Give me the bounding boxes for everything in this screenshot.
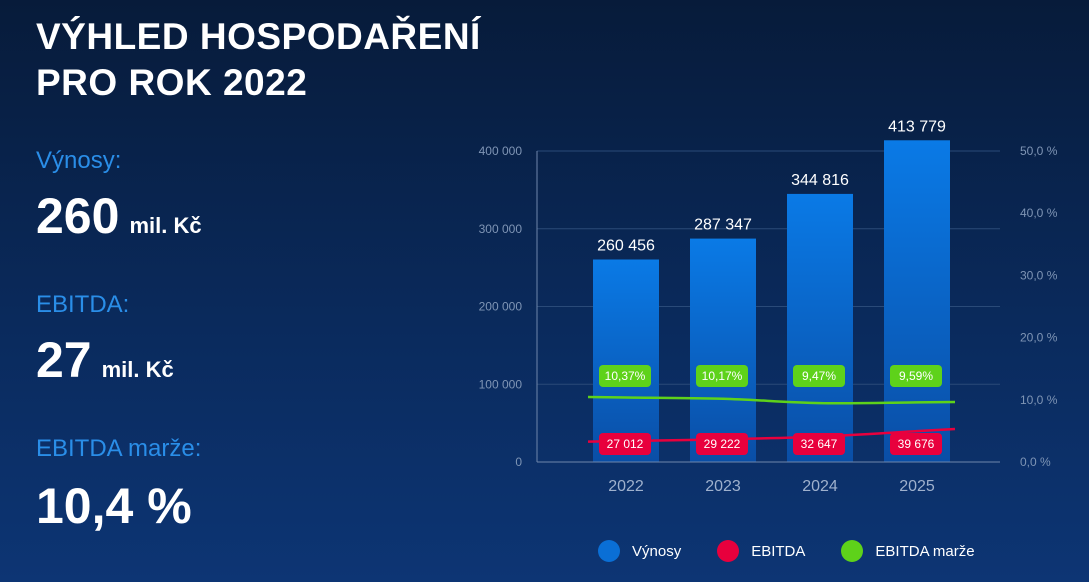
bar	[884, 140, 950, 462]
margin-value-label: 9,59%	[899, 369, 933, 383]
title-line-1: VÝHLED HOSPODAŘENÍ	[36, 16, 481, 57]
revenue-ebitda-chart: 260 456 287 347 344 816 413 779 10,37% 10,17%…	[479, 120, 1058, 495]
margin-line	[587, 395, 956, 405]
margin-value-label: 10,17%	[702, 369, 743, 383]
y-right-tick-label: 40,0 %	[1020, 206, 1058, 220]
ebitda-value-label: 39 676	[898, 437, 935, 451]
revenue-number: 260	[36, 188, 120, 244]
margin-value: 10,4 %	[36, 478, 192, 534]
margin-value-pill	[793, 365, 845, 387]
legend-ebitda-swatch	[717, 540, 740, 562]
legend-revenue-swatch	[598, 540, 620, 562]
x-tick-label: 2023	[705, 478, 741, 495]
margin-value-pill	[599, 365, 651, 387]
ebitda-label: EBITDA:	[36, 291, 130, 318]
ebitda-value: 27 mil. Kč	[36, 332, 174, 398]
title-line-2: PRO ROK 2022	[36, 62, 308, 103]
y-left-tick-label: 100 000	[479, 377, 523, 391]
y-left-tick-label: 400 000	[479, 144, 523, 158]
bar-value-label: 287 347	[694, 217, 752, 234]
revenue-value: 260 mil. Kč	[36, 188, 202, 254]
ebitda-value-label: 32 647	[801, 437, 838, 451]
margin-value-pill	[890, 365, 942, 387]
ebitda-value-pill	[696, 433, 748, 455]
legend-revenue-label: Výnosy	[632, 542, 682, 560]
x-tick-label: 2025	[899, 478, 935, 495]
x-tick-label: 2024	[802, 478, 838, 495]
bar	[787, 193, 853, 462]
bar-value-label: 344 816	[791, 172, 849, 189]
y-right-tick-label: 10,0 %	[1020, 393, 1058, 407]
y-right-tick-label: 50,0 %	[1020, 144, 1058, 158]
ebitda-value-label: 27 012	[607, 437, 644, 451]
legend-margin-swatch	[841, 540, 864, 562]
y-left-tick-label: 300 000	[479, 222, 523, 236]
bar	[690, 238, 756, 462]
page-title: VÝHLED HOSPODAŘENÍ PRO ROK 2022	[36, 14, 481, 106]
legend-ebitda-label: EBITDA	[751, 542, 806, 560]
chart-legend: Výnosy EBITDA EBITDA marže	[598, 540, 975, 562]
y-left-tick-label: 0	[515, 455, 522, 469]
margin-value-label: 9,47%	[802, 369, 836, 383]
ebitda-unit: mil. Kč	[101, 357, 174, 382]
ebitda-value-pill	[599, 433, 651, 455]
margin-value-label: 10,37%	[605, 369, 646, 383]
y-right-tick-label: 0,0 %	[1020, 455, 1051, 469]
y-left-tick-label: 200 000	[479, 300, 523, 314]
legend-item-ebitda: EBITDA	[717, 540, 805, 562]
ebitda-value-pill	[890, 433, 942, 455]
y-right-tick-label: 20,0 %	[1020, 331, 1058, 345]
revenue-label: Výnosy:	[36, 147, 122, 174]
legend-item-revenue: Výnosy	[598, 540, 681, 562]
legend-margin-label: EBITDA marže	[875, 542, 975, 560]
ebitda-value-pill	[793, 433, 845, 455]
ebitda-number: 27	[36, 332, 92, 388]
ebitda-value-label: 29 222	[704, 437, 741, 451]
legend-item-margin: EBITDA marže	[841, 540, 975, 562]
x-tick-label: 2022	[608, 478, 644, 495]
bar-value-label: 413 779	[888, 120, 946, 135]
bar	[593, 259, 659, 462]
margin-label: EBITDA marže:	[36, 435, 202, 462]
bar-value-label: 260 456	[597, 237, 655, 254]
revenue-unit: mil. Kč	[129, 213, 202, 238]
margin-value-pill	[696, 365, 748, 387]
y-right-tick-label: 30,0 %	[1020, 268, 1058, 282]
